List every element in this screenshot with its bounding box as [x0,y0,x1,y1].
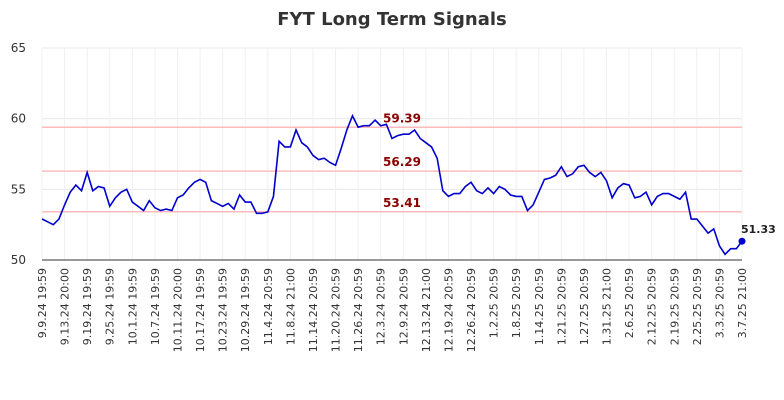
last-value-label: 51.33 [741,223,776,236]
x-tick-label: 1.27.25 20:59 [578,268,591,345]
x-tick-label: 11.8.24 21:00 [284,268,297,345]
y-tick-label: 50 [11,253,26,267]
x-tick-label: 1.31.25 21:00 [601,268,614,345]
x-tick-label: 10.29.24 19:59 [239,268,252,352]
x-tick-label: 12.26.24 20:59 [465,268,478,352]
x-tick-label: 12.19.24 20:59 [442,268,455,352]
x-tick-label: 11.14.24 20:59 [307,268,320,352]
signal-label: 59.39 [383,111,421,125]
x-tick-label: 9.19.24 19:59 [81,268,94,345]
x-tick-label: 11.20.24 20:59 [330,268,343,352]
last-point [738,237,746,245]
x-tick-label: 2.25.25 20:59 [691,268,704,345]
x-tick-label: 1.21.25 20:59 [555,268,568,345]
x-tick-label: 9.13.24 20:00 [59,268,72,345]
y-tick-label: 60 [11,112,26,126]
y-tick-label: 55 [11,182,26,196]
x-tick-label: 10.17.24 19:59 [194,268,207,352]
x-tick-label: 10.1.24 19:59 [126,268,139,345]
x-tick-label: 10.11.24 20:00 [171,268,184,352]
x-tick-label: 9.25.24 19:59 [104,268,117,345]
x-tick-label: 12.13.24 21:00 [420,268,433,352]
signal-label: 56.29 [383,155,421,169]
x-tick-label: 11.26.24 20:59 [352,268,365,352]
signal-label: 53.41 [383,196,421,210]
x-tick-label: 3.3.25 20:59 [713,268,726,338]
x-tick-label: 12.9.24 20:59 [397,268,410,345]
x-tick-label: 3.7.25 21:00 [736,268,749,338]
x-tick-label: 1.2.25 20:59 [488,268,501,338]
x-tick-label: 1.14.25 20:59 [533,268,546,345]
x-tick-label: 10.7.24 19:59 [149,268,162,345]
y-tick-label: 65 [11,41,26,55]
x-tick-label: 1.8.25 20:59 [510,268,523,338]
price-line [41,113,743,256]
chart-title: FYT Long Term Signals [277,9,507,30]
x-tick-label: 11.4.24 20:59 [262,268,275,345]
x-tick-label: 10.23.24 19:59 [217,268,230,352]
x-tick-label: 2.12.25 20:59 [646,268,659,345]
x-tick-label: 2.19.25 20:59 [668,268,681,345]
x-tick-label: 2.6.25 20:59 [623,268,636,338]
x-tick-label: 12.3.24 20:59 [375,268,388,345]
x-tick-label: 9.9.24 19:59 [36,268,49,338]
